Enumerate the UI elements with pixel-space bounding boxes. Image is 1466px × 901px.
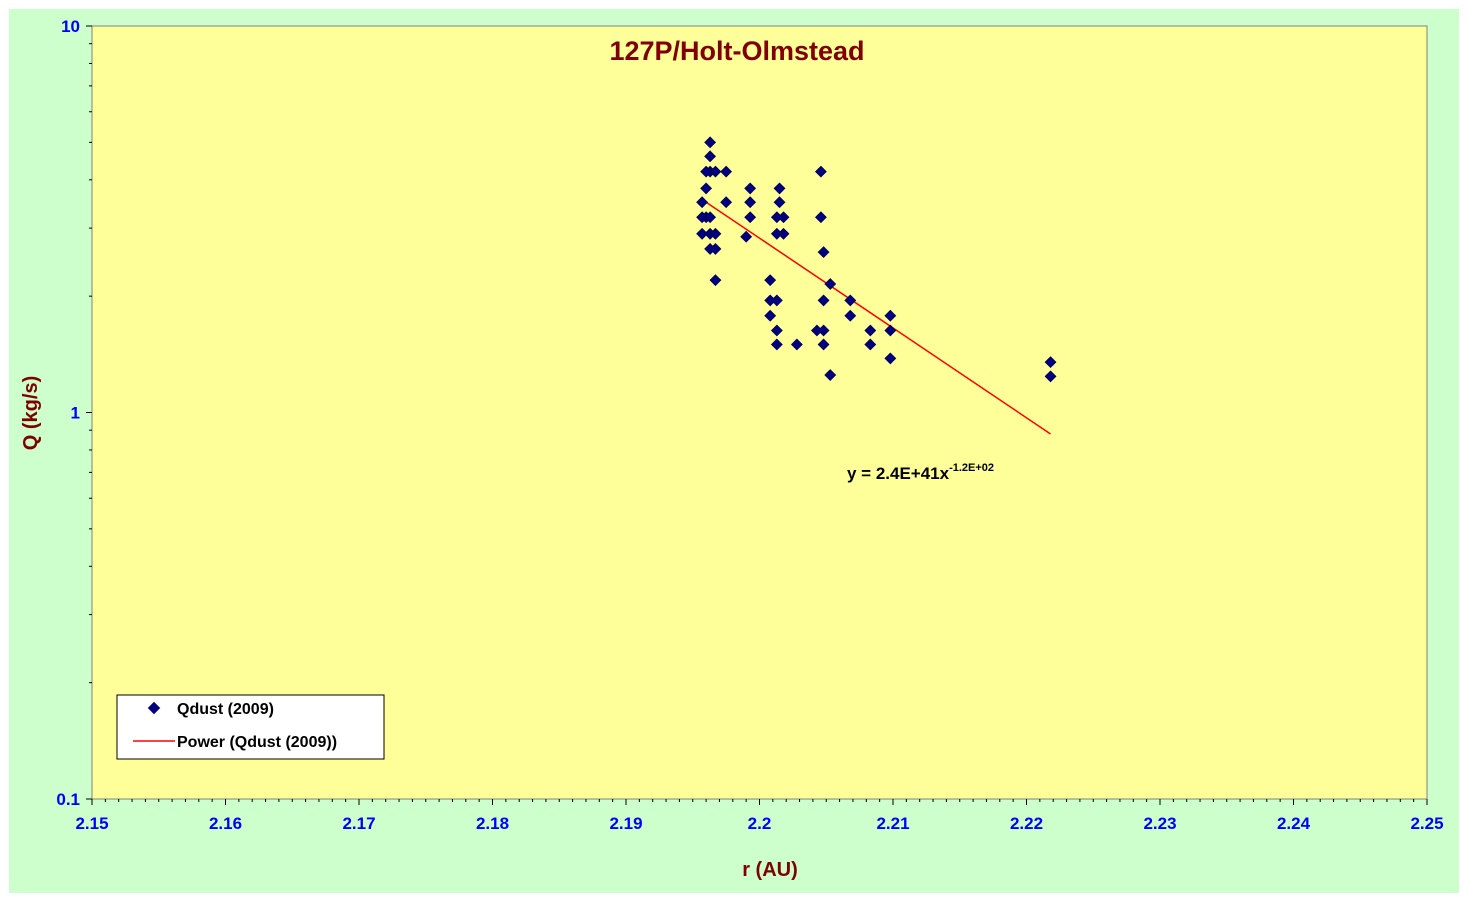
data-point xyxy=(700,182,713,195)
data-point xyxy=(864,338,877,351)
data-point xyxy=(844,294,857,307)
x-axis: 2.15 2.16 2.17 2.18 2.19 2.2 2.21 2.22 2.23 2.24 2… xyxy=(75,799,1444,833)
data-point xyxy=(764,309,777,322)
equation-main: y = 2.4E+41x xyxy=(847,464,950,483)
data-point xyxy=(884,324,897,337)
data-point xyxy=(814,211,827,224)
legend-box xyxy=(116,694,385,760)
data-point xyxy=(744,211,757,224)
scatter-points-group xyxy=(696,136,1057,383)
data-point xyxy=(704,211,717,224)
legend-label-power: Power (Qdust (2009)) xyxy=(177,734,337,751)
data-point xyxy=(817,338,830,351)
data-point xyxy=(709,274,722,287)
data-point xyxy=(884,352,897,365)
data-point xyxy=(770,324,783,337)
legend-diamond-marker xyxy=(147,701,161,715)
trendline-group xyxy=(705,201,1051,435)
data-point xyxy=(773,196,786,209)
legend: Qdust (2009) Power (Qdust (2009)) xyxy=(116,694,385,760)
data-point xyxy=(773,182,786,195)
y-tick-label: 10 xyxy=(61,17,80,36)
x-tick-label: 2.24 xyxy=(1277,814,1311,833)
data-point xyxy=(884,309,897,322)
data-point xyxy=(720,196,733,209)
data-point xyxy=(777,211,790,224)
x-tick-label: 2.18 xyxy=(476,814,509,833)
data-point xyxy=(704,150,717,163)
data-point xyxy=(817,294,830,307)
y-axis-title: Q (kg/s) xyxy=(20,376,42,450)
plot-area xyxy=(91,25,1428,800)
data-point xyxy=(844,309,857,322)
x-tick-label: 2.15 xyxy=(75,814,108,833)
trendline-equation: y = 2.4E+41x-1.2E+02 xyxy=(847,462,994,483)
data-point xyxy=(696,196,709,209)
power-trendline xyxy=(705,201,1051,435)
data-point xyxy=(1044,356,1057,369)
data-point xyxy=(790,338,803,351)
x-tick-label: 2.17 xyxy=(342,814,375,833)
data-point xyxy=(720,165,733,178)
x-tick-label: 2.22 xyxy=(1010,814,1043,833)
x-tick-label: 2.25 xyxy=(1410,814,1443,833)
data-point xyxy=(864,324,877,337)
equation-exponent: -1.2E+02 xyxy=(949,462,994,474)
x-axis-title: r (AU) xyxy=(742,859,798,881)
data-point xyxy=(824,369,837,381)
data-point xyxy=(814,165,827,178)
data-point xyxy=(709,242,722,255)
data-point xyxy=(817,246,830,259)
data-point xyxy=(770,294,783,307)
data-point xyxy=(709,165,722,178)
data-point xyxy=(817,324,830,337)
data-point xyxy=(744,182,757,195)
data-point xyxy=(700,165,713,178)
x-tick-label: 2.16 xyxy=(209,814,242,833)
y-tick-label: 0.1 xyxy=(56,790,80,809)
data-point xyxy=(704,136,717,149)
x-tick-label: 2.23 xyxy=(1143,814,1176,833)
data-point xyxy=(777,227,790,240)
chart-title: 127P/Holt-Olmstead xyxy=(609,36,864,66)
data-point xyxy=(744,196,757,209)
x-tick-label: 2.19 xyxy=(609,814,642,833)
data-point xyxy=(709,227,722,240)
legend-label-qdust: Qdust (2009) xyxy=(177,701,274,718)
y-axis: 0.1 1 10 xyxy=(56,17,92,809)
x-tick-label: 2.21 xyxy=(876,814,909,833)
y-minor-ticks xyxy=(89,43,92,684)
x-tick-label: 2.2 xyxy=(748,814,772,833)
chart-area: 2.15 2.16 2.17 2.18 2.19 2.2 2.21 2.22 2.23 2.24 2… xyxy=(9,9,1459,893)
data-point xyxy=(1044,370,1057,383)
data-point xyxy=(696,227,709,240)
y-tick-label: 1 xyxy=(71,404,80,423)
data-point xyxy=(764,274,777,287)
data-point xyxy=(696,211,709,224)
data-point xyxy=(824,278,837,290)
data-point xyxy=(740,230,753,243)
data-point xyxy=(770,338,783,351)
chart-svg: 2.15 2.16 2.17 2.18 2.19 2.2 2.21 2.22 2.23 2.24 2… xyxy=(20,17,1444,881)
